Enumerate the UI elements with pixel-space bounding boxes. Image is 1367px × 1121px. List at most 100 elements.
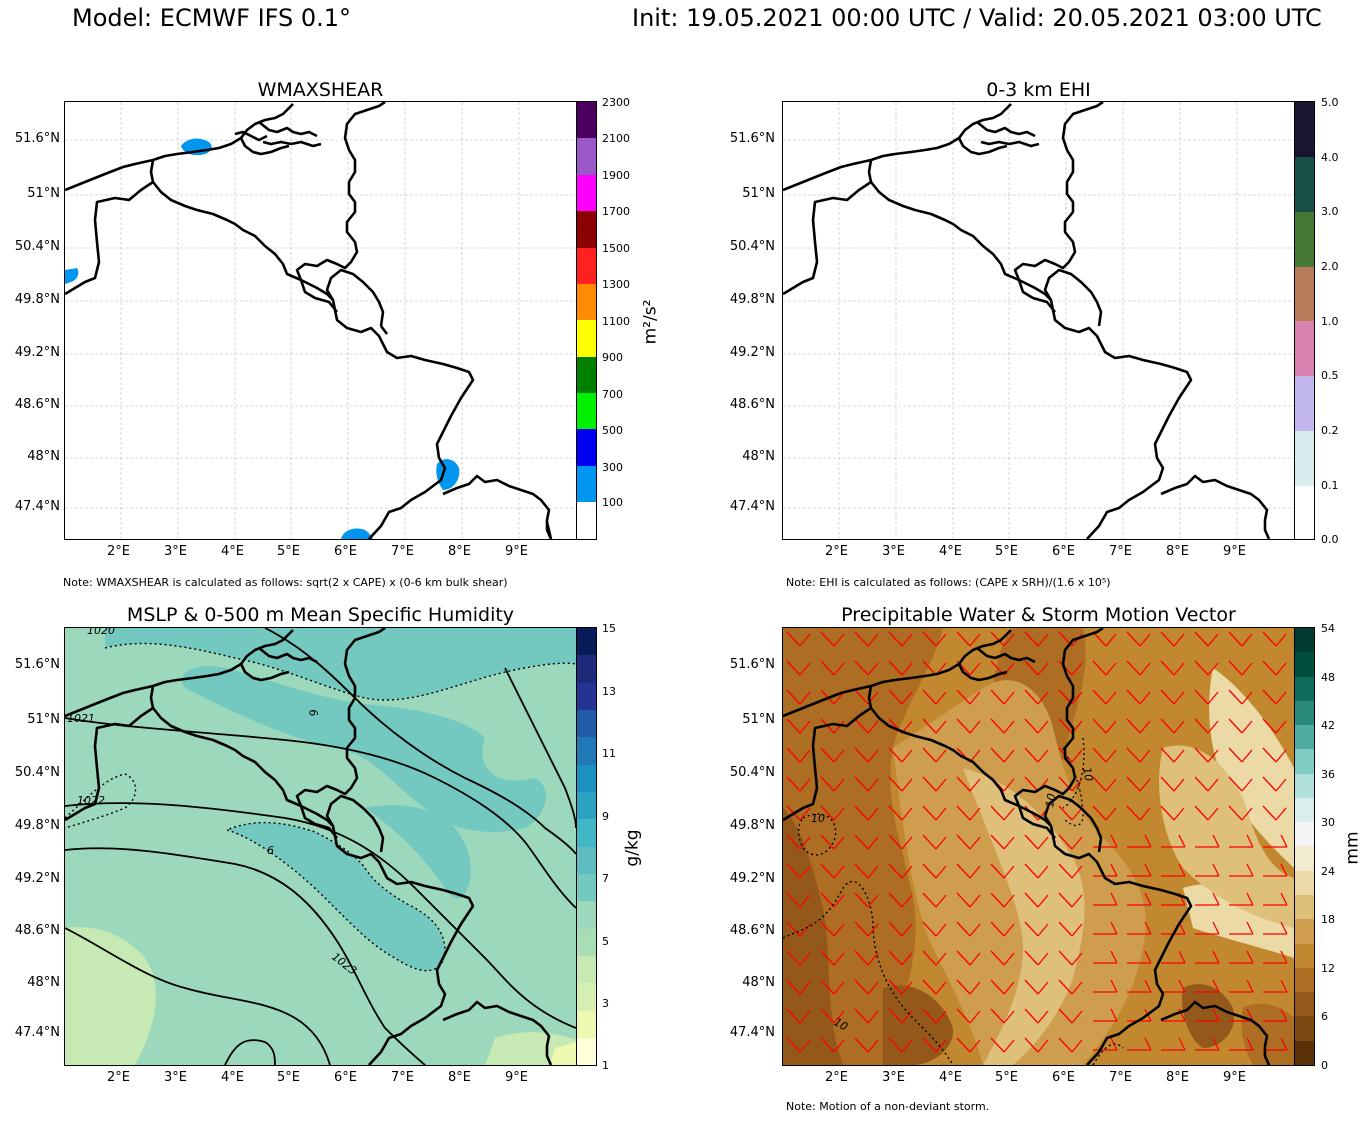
map-mslp: 1020 1021 1022 1023 6 6 <box>64 627 577 1066</box>
cb-tick: 3 <box>602 997 609 1010</box>
map-canvas-wmaxshear <box>65 102 576 539</box>
lon-label: 9°E <box>505 1070 528 1085</box>
humidity-contours <box>65 642 576 972</box>
panel-title-pw: Precipitable Water & Storm Motion Vector <box>841 604 1236 626</box>
colorbar-unit: mm <box>1342 831 1363 865</box>
cb-tick: 1500 <box>602 242 630 255</box>
lon-label: 8°E <box>448 1070 471 1085</box>
contour-label-10: 10 <box>832 1015 851 1033</box>
cb-tick: 30 <box>1321 816 1335 829</box>
cb-tick: 54 <box>1321 622 1335 635</box>
lat-label: 51.6°N <box>729 131 775 146</box>
lat-label: 47.4°N <box>729 499 775 514</box>
cb-tick: 13 <box>602 685 616 698</box>
lon-label: 2°E <box>107 1070 130 1085</box>
cb-tick: 0.1 <box>1321 479 1339 492</box>
lat-label: 48°N <box>27 449 60 464</box>
cb-tick: 2300 <box>602 96 630 109</box>
lon-label: 4°E <box>221 544 244 559</box>
lon-label: 8°E <box>448 544 471 559</box>
lon-label: 9°E <box>1223 544 1246 559</box>
lat-label: 47.4°N <box>14 499 60 514</box>
cb-tick: 5 <box>602 935 609 948</box>
cb-tick: 7 <box>602 872 609 885</box>
lon-label: 7°E <box>1109 1070 1132 1085</box>
map-ehi <box>782 101 1295 540</box>
graticule <box>783 102 1294 539</box>
cb-tick: 300 <box>602 461 623 474</box>
map-canvas-pw: 10 10 10 10 <box>783 628 1294 1065</box>
graticule <box>65 102 576 539</box>
lon-label: 3°E <box>882 544 905 559</box>
lat-label: 50.4°N <box>729 765 775 780</box>
lat-label: 49.8°N <box>729 292 775 307</box>
storm-motion-barbs <box>1083 628 1294 828</box>
map-pw: 10 10 10 10 <box>782 627 1295 1066</box>
cb-tick: 1300 <box>602 278 630 291</box>
lon-label: 9°E <box>1223 1070 1246 1085</box>
contour-label-10: 10 <box>1080 766 1095 782</box>
cb-tick: 3.0 <box>1321 205 1339 218</box>
cb-tick: 11 <box>602 747 616 760</box>
cb-tick: 1700 <box>602 205 630 218</box>
init-valid-title: Init: 19.05.2021 00:00 UTC / Valid: 20.0… <box>632 4 1322 32</box>
lat-label: 49.2°N <box>729 871 775 886</box>
lat-label: 49.8°N <box>729 818 775 833</box>
cb-tick: 2.0 <box>1321 260 1339 273</box>
lon-label: 3°E <box>164 544 187 559</box>
lat-label: 51°N <box>27 712 60 727</box>
lon-label: 8°E <box>1166 544 1189 559</box>
lat-label: 51.6°N <box>14 131 60 146</box>
map-canvas-ehi <box>783 102 1294 539</box>
colorbar-unit: g/kg <box>622 829 643 867</box>
cb-tick: 9 <box>602 810 609 823</box>
lat-label: 48.6°N <box>14 397 60 412</box>
pw-contours <box>783 737 1124 1065</box>
lon-label: 5°E <box>277 1070 300 1085</box>
panel-note-ehi: Note: EHI is calculated as follows: (CAP… <box>786 576 1111 589</box>
lat-label: 47.4°N <box>729 1025 775 1040</box>
panel-title-mslp: MSLP & 0-500 m Mean Specific Humidity <box>126 604 515 626</box>
contour-label-1021: 1021 <box>67 712 95 725</box>
cb-tick: 42 <box>1321 719 1335 732</box>
cb-tick: 18 <box>1321 913 1335 926</box>
borders <box>783 628 1271 1065</box>
lat-label: 51.6°N <box>14 657 60 672</box>
lon-label: 9°E <box>505 544 528 559</box>
lat-label: 50.4°N <box>729 239 775 254</box>
lat-label: 48.6°N <box>729 923 775 938</box>
contour-labels: 10 10 10 10 <box>811 766 1095 1033</box>
lat-label: 49.8°N <box>14 292 60 307</box>
panel-note-wmaxshear: Note: WMAXSHEAR is calculated as follows… <box>63 576 508 589</box>
map-canvas-mslp: 1020 1021 1022 1023 6 6 <box>65 628 576 1065</box>
cb-tick: 0.2 <box>1321 424 1339 437</box>
lon-label: 4°E <box>221 1070 244 1085</box>
lat-label: 48.6°N <box>14 923 60 938</box>
lat-label: 48°N <box>742 449 775 464</box>
lat-label: 50.4°N <box>14 239 60 254</box>
cb-tick: 1100 <box>602 315 630 328</box>
lon-label: 2°E <box>107 544 130 559</box>
model-title: Model: ECMWF IFS 0.1° <box>72 4 352 32</box>
lat-label: 49.8°N <box>14 818 60 833</box>
lat-label: 51°N <box>27 186 60 201</box>
lat-label: 49.2°N <box>14 871 60 886</box>
storm-motion-barbs <box>783 628 1083 1065</box>
contour-label-10: 10 <box>1043 792 1058 808</box>
map-wmaxshear <box>64 101 577 540</box>
cb-tick: 500 <box>602 424 623 437</box>
lat-label: 48°N <box>742 975 775 990</box>
cb-tick: 36 <box>1321 768 1335 781</box>
lat-label: 47.4°N <box>14 1025 60 1040</box>
lon-label: 5°E <box>995 1070 1018 1085</box>
cb-tick: 4.0 <box>1321 151 1339 164</box>
cb-tick: 1900 <box>602 169 630 182</box>
lat-label: 50.4°N <box>14 765 60 780</box>
lon-label: 8°E <box>1166 1070 1189 1085</box>
humidity-fill <box>65 628 576 1065</box>
lat-label: 48.6°N <box>729 397 775 412</box>
lon-label: 4°E <box>939 544 962 559</box>
lon-label: 4°E <box>939 1070 962 1085</box>
lat-label: 51°N <box>742 186 775 201</box>
cb-tick: 12 <box>1321 962 1335 975</box>
